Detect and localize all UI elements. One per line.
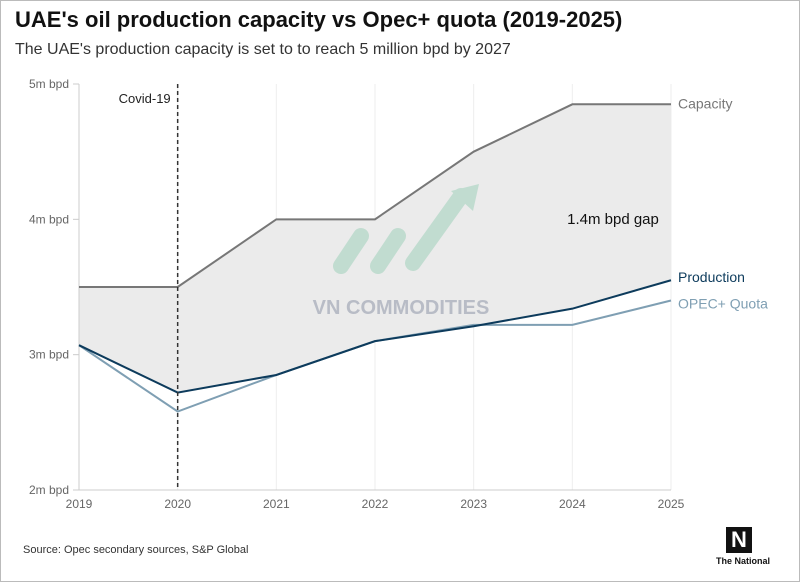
the-national-logo: N The National	[716, 527, 771, 566]
series-label: OPEC+ Quota	[678, 296, 768, 312]
x-tick-label: 2021	[263, 497, 290, 511]
x-tick-label: 2025	[658, 497, 685, 511]
watermark-text: VN COMMODITIES	[313, 297, 490, 319]
x-tick-label: 2022	[362, 497, 389, 511]
covid-label: Covid-19	[119, 91, 171, 106]
series-label: Capacity	[678, 95, 732, 111]
y-tick-label: 2m bpd	[29, 483, 69, 497]
watermark	[333, 184, 479, 274]
x-tick-label: 2020	[164, 497, 191, 511]
watermark-stroke	[333, 228, 369, 274]
watermark-stroke	[405, 188, 469, 271]
watermark-stroke	[370, 228, 406, 274]
source-note: Source: Opec secondary sources, S&P Glob…	[23, 544, 249, 556]
x-tick-label: 2023	[460, 497, 487, 511]
y-tick-label: 4m bpd	[29, 212, 69, 226]
chart-subtitle: The UAE's production capacity is set to …	[15, 41, 511, 58]
series-label: Production	[678, 269, 745, 285]
x-tick-label: 2019	[66, 497, 93, 511]
chart-title: UAE's oil production capacity vs Opec+ q…	[15, 7, 623, 32]
y-tick-label: 5m bpd	[29, 77, 69, 91]
logo-text: The National	[716, 556, 771, 566]
y-tick-label: 3m bpd	[29, 348, 69, 362]
gap-area	[79, 104, 671, 393]
gap-label: 1.4m bpd gap	[567, 211, 659, 228]
logo-mark: N	[726, 527, 752, 553]
x-tick-label: 2024	[559, 497, 586, 511]
watermark-arrow-icon	[451, 184, 479, 211]
